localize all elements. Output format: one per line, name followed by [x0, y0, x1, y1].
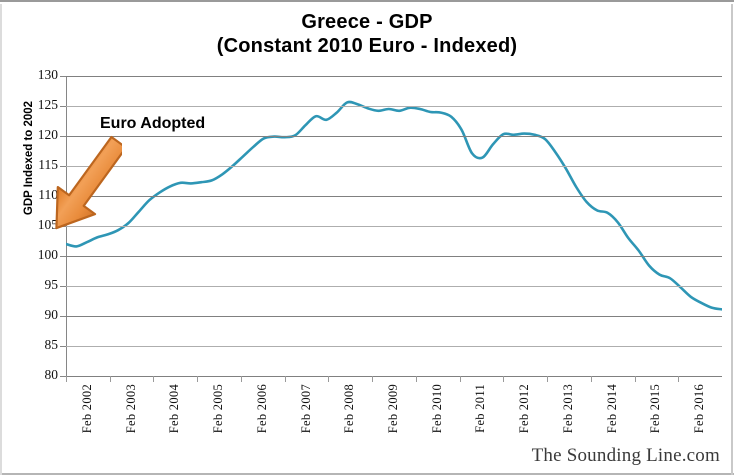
x-axis-tick-label: Feb 2012	[517, 384, 531, 434]
x-axis-tick	[241, 376, 242, 382]
x-axis-tick-label: Feb 2007	[299, 384, 313, 434]
x-axis-tick	[591, 376, 592, 382]
y-axis-tick	[60, 136, 66, 137]
gridline	[66, 106, 722, 107]
x-axis-tick-label: Feb 2006	[255, 384, 269, 434]
chart-title-block: Greece - GDP (Constant 2010 Euro - Index…	[0, 10, 734, 59]
gridline	[66, 196, 722, 197]
x-axis-tick	[460, 376, 461, 382]
x-axis-tick	[285, 376, 286, 382]
chart-subtitle: (Constant 2010 Euro - Indexed)	[216, 35, 518, 58]
x-axis-tick-label: Feb 2016	[692, 384, 706, 434]
x-axis-tick-label: Feb 2003	[124, 384, 138, 434]
y-axis-tick-label: 85	[44, 337, 59, 352]
y-axis-tick	[60, 286, 66, 287]
y-axis-tick-label: 120	[37, 127, 58, 142]
y-axis-tick-label: 80	[44, 367, 59, 382]
y-axis-tick	[60, 256, 66, 257]
y-axis-tick	[60, 106, 66, 107]
y-axis-tick-label: 105	[37, 217, 58, 232]
y-axis-tick-label: 95	[44, 277, 59, 292]
y-axis-tick-label: 100	[37, 247, 58, 262]
x-axis-tick	[110, 376, 111, 382]
x-axis-tick	[678, 376, 679, 382]
gridline	[66, 226, 722, 227]
y-axis-tick	[60, 346, 66, 347]
x-axis-tick	[66, 376, 67, 382]
x-axis-tick	[547, 376, 548, 382]
x-axis-tick	[503, 376, 504, 382]
gridline	[66, 376, 722, 377]
x-axis-tick	[328, 376, 329, 382]
x-axis-tick	[635, 376, 636, 382]
x-axis-tick-label: Feb 2013	[561, 384, 575, 434]
x-axis-tick-label: Feb 2015	[648, 384, 662, 434]
y-axis-tick	[60, 76, 66, 77]
right-border-rule	[731, 4, 733, 475]
y-axis-tick	[60, 316, 66, 317]
y-axis-tick-label: 125	[37, 97, 58, 112]
watermark: The Sounding Line.com	[531, 445, 720, 466]
x-axis-tick-label: Feb 2010	[430, 384, 444, 434]
x-axis-tick	[416, 376, 417, 382]
gdp-line-path	[66, 100, 722, 311]
gdp-line-series	[66, 100, 722, 311]
euro-adopted-annotation-label: Euro Adopted	[100, 115, 206, 132]
x-axis-tick-label: Feb 2005	[211, 384, 225, 434]
x-axis-tick	[197, 376, 198, 382]
plot-area	[66, 76, 722, 376]
y-axis-tick-label: 110	[38, 187, 58, 202]
y-axis-tick	[60, 166, 66, 167]
gridline	[66, 136, 722, 137]
y-axis-tick-labels: 130 125 120 115 110 105 100 95 90 85 80	[0, 67, 734, 382]
x-axis-tick-label: Feb 2009	[386, 384, 400, 434]
x-axis-tick-label: Feb 2002	[80, 384, 94, 434]
x-axis-tick	[153, 376, 154, 382]
gridline	[66, 166, 722, 167]
y-axis-tick	[60, 376, 66, 377]
gridline	[66, 286, 722, 287]
y-axis-tick-label: 115	[38, 157, 58, 172]
left-border-rule	[0, 4, 2, 475]
euro-adopted-arrow-icon	[55, 135, 122, 230]
x-axis-tick-label: Feb 2008	[342, 384, 356, 434]
x-axis-tick-label: Feb 2011	[473, 384, 487, 433]
gridline	[66, 316, 722, 317]
y-axis-tick-label: 130	[37, 67, 58, 82]
x-axis-tick-label: Feb 2004	[167, 384, 181, 434]
gridline	[66, 346, 722, 347]
gridline	[66, 256, 722, 257]
y-axis-tick-label: 90	[44, 307, 59, 322]
x-axis-tick-label: Feb 2014	[605, 384, 619, 434]
x-axis-tick	[372, 376, 373, 382]
gridline	[66, 76, 722, 77]
page-title: Greece - GDP	[301, 11, 433, 33]
